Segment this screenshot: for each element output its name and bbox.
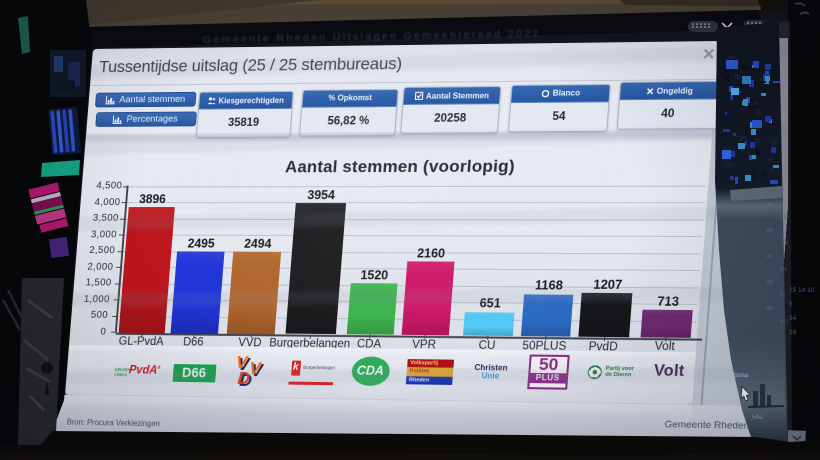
svg-text:28: 28 — [766, 228, 773, 234]
svg-text:25 14 10: 25 14 10 — [789, 287, 815, 294]
svg-text:M: M — [780, 293, 785, 299]
svg-text:28: 28 — [789, 329, 797, 336]
svg-text:36: 36 — [766, 202, 773, 208]
svg-text:54a: 54a — [752, 415, 763, 421]
svg-text:28: 28 — [766, 280, 773, 286]
svg-text:30: 30 — [766, 254, 773, 260]
svg-text:34: 34 — [789, 315, 797, 322]
svg-text:45: 45 — [766, 306, 773, 312]
svg-text:s Brandsma: s Brandsma — [716, 373, 749, 379]
